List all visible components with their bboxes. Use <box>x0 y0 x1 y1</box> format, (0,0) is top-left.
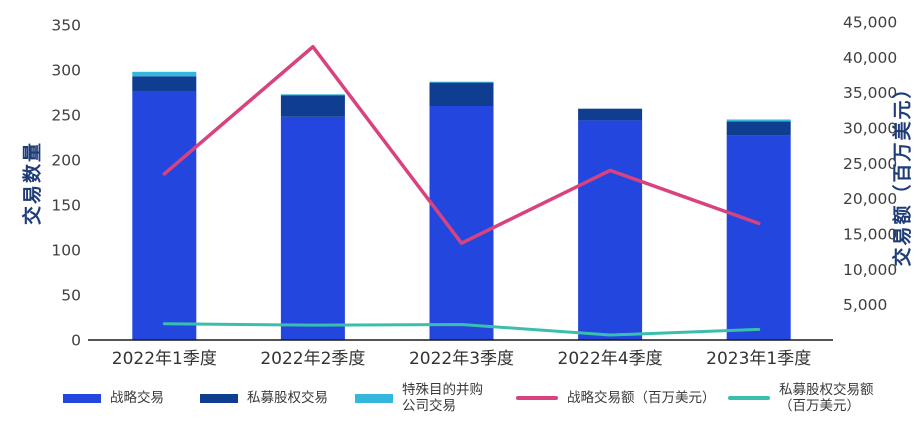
legend-label: 私募股权交易 <box>247 390 328 406</box>
value-line-series0 <box>162 44 761 245</box>
legend-item-strategic-deal-value: 战略交易额（百万美元） <box>516 390 716 406</box>
x-axis-label: 2022年2季度 <box>260 349 365 369</box>
bar-segment-series1-cat1 <box>280 95 345 117</box>
right-axis-tick-label: 35,000 <box>843 84 897 102</box>
x-axis-label: 2022年1季度 <box>112 349 217 369</box>
right-axis-tick-label: 45,000 <box>843 14 897 32</box>
bar-segment-series2-cat4 <box>726 119 791 122</box>
legend-label: 战略交易 <box>110 390 164 406</box>
private-equity-deals-swatch <box>200 393 238 403</box>
bar-segment-series2-cat2 <box>429 81 494 83</box>
bar-segment-series0-cat4 <box>726 135 791 340</box>
right-axis-tick-label: 20,000 <box>843 190 897 208</box>
legend-item-strategic-deals: 战略交易 <box>63 390 164 406</box>
left-axis-tick-label: 200 <box>51 152 81 170</box>
right-axis-tick-label: 40,000 <box>843 49 897 67</box>
right-axis-tick-label: 5,000 <box>843 296 887 314</box>
chart-legend: 战略交易 私募股权交易 特殊目的并购 公司交易 战略交易额（百万美元） 私募股权交… <box>0 376 922 422</box>
bar-segment-series2-cat0 <box>132 71 197 77</box>
legend-item-spac-deals: 特殊目的并购 公司交易 <box>355 382 483 414</box>
legend-label-line1: 私募股权交易额 <box>779 382 874 398</box>
legend-label: 战略交易额（百万美元） <box>567 390 716 406</box>
left-axis-tick-label: 100 <box>51 242 81 260</box>
bar-segment-series0-cat3 <box>578 120 643 341</box>
bar-segment-series1-cat3 <box>578 108 643 121</box>
bar-segment-series0-cat1 <box>280 116 345 340</box>
left-axis-tick-label: 250 <box>51 107 81 125</box>
legend-label-line2: （百万美元） <box>779 398 860 414</box>
left-axis-tick-label: 150 <box>51 197 81 215</box>
x-axis-label: 2022年4季度 <box>558 349 663 369</box>
bar-segment-series1-cat2 <box>429 82 494 106</box>
right-axis-tick-label: 10,000 <box>843 261 897 279</box>
x-axis-label: 2022年3季度 <box>409 349 514 369</box>
bar-segment-series1-cat4 <box>726 121 791 136</box>
left-axis-tick-label: 0 <box>71 332 81 350</box>
bar-segment-series0-cat0 <box>132 91 197 340</box>
right-axis-tick-label: 15,000 <box>843 226 897 244</box>
legend-label-line1: 特殊目的并购 <box>402 382 483 398</box>
strategic-deals-swatch <box>63 393 101 403</box>
strategic-deal-value-line-swatch <box>516 396 558 400</box>
right-axis-tick-label: 25,000 <box>843 155 897 173</box>
pe-deal-value-line-swatch <box>728 396 770 400</box>
legend-item-private-equity-deals: 私募股权交易 <box>200 390 328 406</box>
right-axis-tick-label: 30,000 <box>843 120 897 138</box>
legend-item-pe-deal-value: 私募股权交易额 （百万美元） <box>728 382 874 414</box>
spac-deals-swatch <box>355 393 393 403</box>
bar-segment-series2-cat1 <box>280 94 345 96</box>
right-axis-title: 交易额（百万美元） <box>891 77 914 267</box>
legend-label-line2: 公司交易 <box>402 398 456 414</box>
left-axis-tick-label: 350 <box>51 17 81 35</box>
x-axis-label: 2023年1季度 <box>706 349 811 369</box>
value-line-series1 <box>162 322 761 337</box>
left-axis-tick-label: 300 <box>51 62 81 80</box>
left-axis-title: 交易数量 <box>21 140 44 226</box>
legend-label: 私募股权交易额 （百万美元） <box>779 382 874 414</box>
bar-segment-series1-cat0 <box>132 76 197 92</box>
left-axis-tick-label: 50 <box>61 287 81 305</box>
bar-segment-series0-cat2 <box>429 106 494 340</box>
chart-canvas: 0 50 100 150 200 250 300 350 5,000 10,000 15,000 20… <box>51 14 897 370</box>
legend-label: 特殊目的并购 公司交易 <box>402 382 483 414</box>
